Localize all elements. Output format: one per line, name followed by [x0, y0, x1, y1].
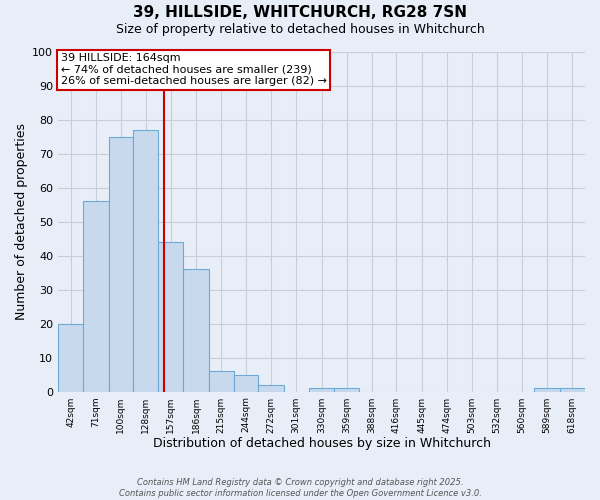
Bar — [83, 201, 109, 392]
Bar — [209, 371, 234, 392]
Bar — [259, 385, 284, 392]
Bar — [234, 374, 259, 392]
Bar — [334, 388, 359, 392]
Text: Contains HM Land Registry data © Crown copyright and database right 2025.
Contai: Contains HM Land Registry data © Crown c… — [119, 478, 481, 498]
Bar — [133, 130, 158, 392]
Bar — [184, 269, 209, 392]
Text: 39, HILLSIDE, WHITCHURCH, RG28 7SN: 39, HILLSIDE, WHITCHURCH, RG28 7SN — [133, 5, 467, 20]
Bar — [58, 324, 83, 392]
Text: 39 HILLSIDE: 164sqm
← 74% of detached houses are smaller (239)
26% of semi-detac: 39 HILLSIDE: 164sqm ← 74% of detached ho… — [61, 53, 326, 86]
Bar — [158, 242, 184, 392]
Y-axis label: Number of detached properties: Number of detached properties — [15, 123, 28, 320]
Text: Size of property relative to detached houses in Whitchurch: Size of property relative to detached ho… — [116, 22, 484, 36]
X-axis label: Distribution of detached houses by size in Whitchurch: Distribution of detached houses by size … — [152, 437, 491, 450]
Bar — [309, 388, 334, 392]
Bar — [560, 388, 585, 392]
Bar — [109, 136, 133, 392]
Bar — [535, 388, 560, 392]
